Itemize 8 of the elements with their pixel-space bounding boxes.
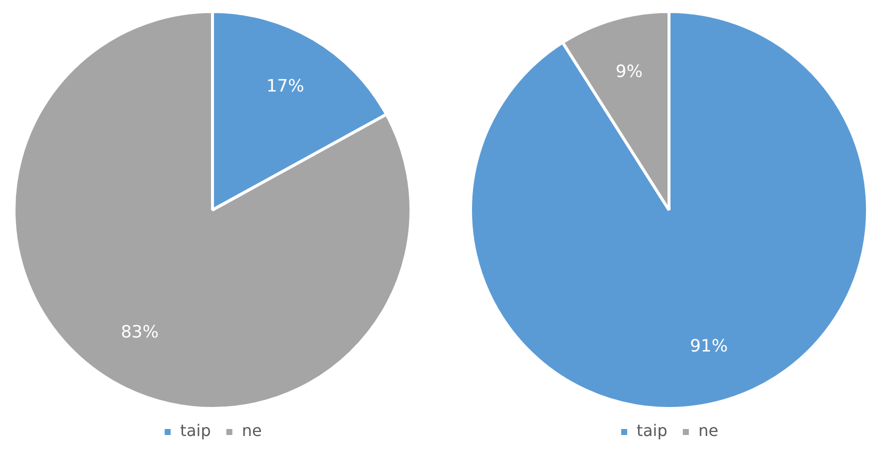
data-label: 17%	[266, 76, 304, 96]
data-label: 9%	[616, 62, 643, 82]
legend-label: taip	[180, 421, 211, 440]
legend-label: ne	[242, 421, 262, 440]
data-label: 83%	[120, 322, 159, 342]
data-label: 91%	[690, 336, 728, 357]
legend-label: ne	[698, 421, 718, 440]
legend-label: taip	[636, 421, 668, 440]
